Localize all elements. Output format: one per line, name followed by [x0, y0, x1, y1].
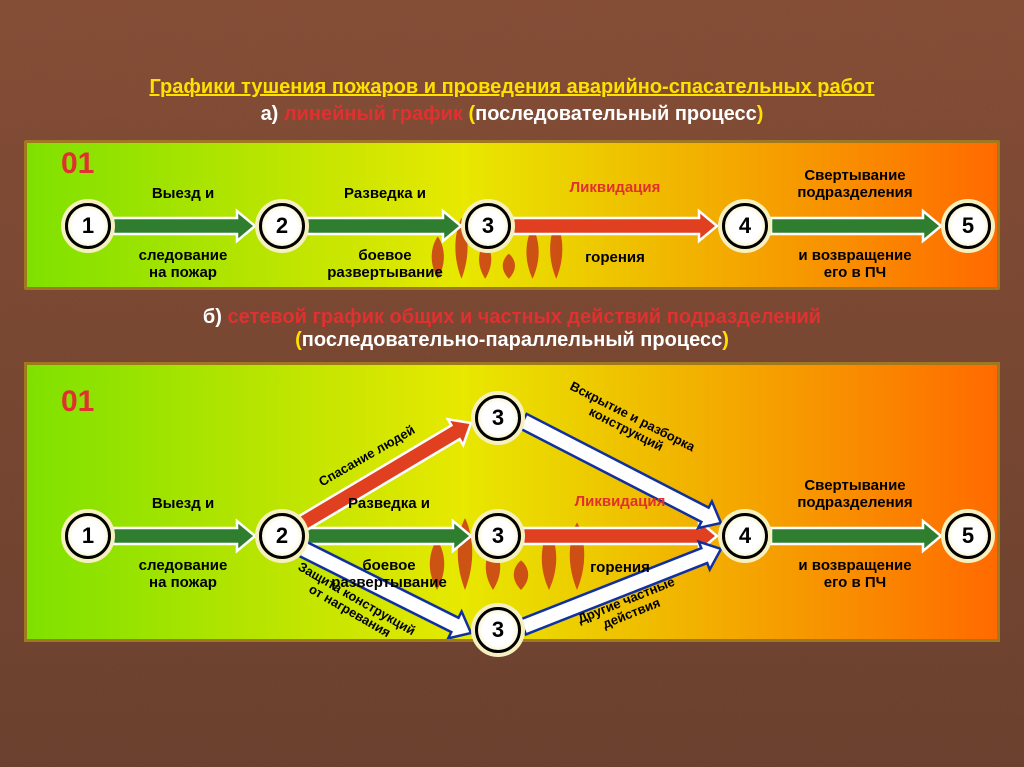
- sub-a-close: ): [757, 103, 764, 125]
- node-3: 3: [475, 395, 521, 441]
- badge-01: 01: [61, 385, 94, 419]
- stage-label-top: Выезд и: [103, 495, 263, 512]
- stage-label-bottom: следованиена пожар: [93, 557, 273, 592]
- stage-label-bottom: боевоеразвертывание: [295, 247, 475, 282]
- sub-b-prefix: б): [203, 306, 228, 328]
- stage-label-bottom: следованиена пожар: [93, 247, 273, 282]
- node-2: 2: [259, 203, 305, 249]
- stage-label-top: Свертываниеподразделения: [775, 477, 935, 512]
- node-5: 5: [945, 203, 991, 249]
- stage-label-top: Ликвидация: [535, 179, 695, 196]
- node-1: 1: [65, 203, 111, 249]
- panel-network: 01 1233345 Выезд иследованиена пожарРазв…: [24, 362, 1000, 642]
- node-3: 3: [475, 513, 521, 559]
- sub-b-mid: сетевой график общих и частных действий …: [228, 306, 822, 328]
- stage-label-top: Ликвидация: [540, 493, 700, 510]
- stage-label-bottom: и возвращениеего в ПЧ: [765, 247, 945, 282]
- subtitle-b: б) сетевой график общих и частных действ…: [24, 306, 1000, 352]
- stage-label-bottom: и возвращениеего в ПЧ: [765, 557, 945, 592]
- panel-linear: 01 1 2 3 4 5 Выезд и следованиена пожар Развед…: [24, 140, 1000, 290]
- sub-b-inner: последовательно-параллельный процесс: [302, 329, 722, 351]
- node-5: 5: [945, 513, 991, 559]
- edge-label: Вскрытие и разборкаконструкций: [542, 370, 715, 477]
- main-title: Графики тушения пожаров и проведения ава…: [24, 76, 1000, 99]
- node-4: 4: [722, 513, 768, 559]
- sub-b-open: (: [295, 329, 302, 351]
- sub-b-close: ): [722, 329, 729, 351]
- node-1: 1: [65, 513, 111, 559]
- stage-label-top: Свертываниеподразделения: [775, 167, 935, 202]
- sub-a-mid: линейный график: [284, 103, 469, 125]
- node-3: 3: [465, 203, 511, 249]
- node-4: 4: [722, 203, 768, 249]
- stage-label-top: Разведка и: [305, 185, 465, 202]
- sub-a-prefix: а): [261, 103, 284, 125]
- subtitle-a: а) линейный график (последовательный про…: [24, 103, 1000, 126]
- stage-label-bottom: горения: [525, 249, 705, 266]
- title-block: Графики тушения пожаров и проведения ава…: [24, 76, 1000, 126]
- stage-label-top: Разведка и: [309, 495, 469, 512]
- slide: Графики тушения пожаров и проведения ава…: [0, 0, 1024, 767]
- sub-a-inner: последовательный процесс: [475, 103, 757, 125]
- node-3: 3: [475, 607, 521, 653]
- edge-label: Спасание людей: [285, 405, 448, 507]
- stage-label-top: Выезд и: [103, 185, 263, 202]
- badge-01: 01: [61, 147, 94, 181]
